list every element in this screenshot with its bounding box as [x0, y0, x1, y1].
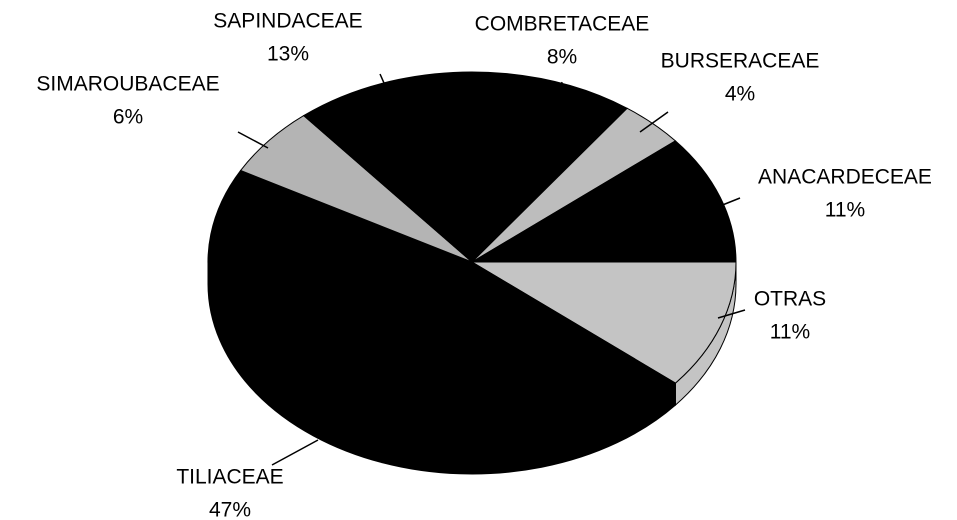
leader-line — [271, 439, 319, 466]
slice-value-label: 11% — [825, 199, 865, 222]
slice — [302, 71, 506, 263]
slice — [470, 261, 737, 384]
slice-value-label: 47% — [209, 499, 251, 520]
slice-value-label: 13% — [267, 43, 309, 66]
slice-label: OTRAS — [754, 288, 826, 311]
slice-label: TILIACEAE — [176, 466, 283, 489]
slice-value-label: 4% — [725, 83, 755, 106]
leader-line — [714, 197, 741, 209]
leader-line — [557, 81, 563, 101]
leader-line — [237, 131, 269, 149]
slice-label: COMBRETACEAE — [475, 13, 650, 36]
slice-value-label: 8% — [547, 46, 577, 69]
slice — [470, 140, 737, 263]
leader-line — [379, 73, 389, 93]
leader-line — [639, 111, 669, 133]
slice — [471, 72, 629, 264]
leader-line — [717, 309, 746, 319]
slice-label: SIMAROUBACEAE — [36, 73, 219, 96]
slice-label: BURSERACEAE — [661, 50, 820, 73]
slice-value-label: 11% — [770, 321, 810, 344]
slice-label: SAPINDACEAE — [213, 10, 362, 33]
slice-label: ANACARDECEAE — [758, 166, 932, 189]
slice — [207, 169, 677, 453]
slice-value-label: 6% — [113, 106, 143, 129]
